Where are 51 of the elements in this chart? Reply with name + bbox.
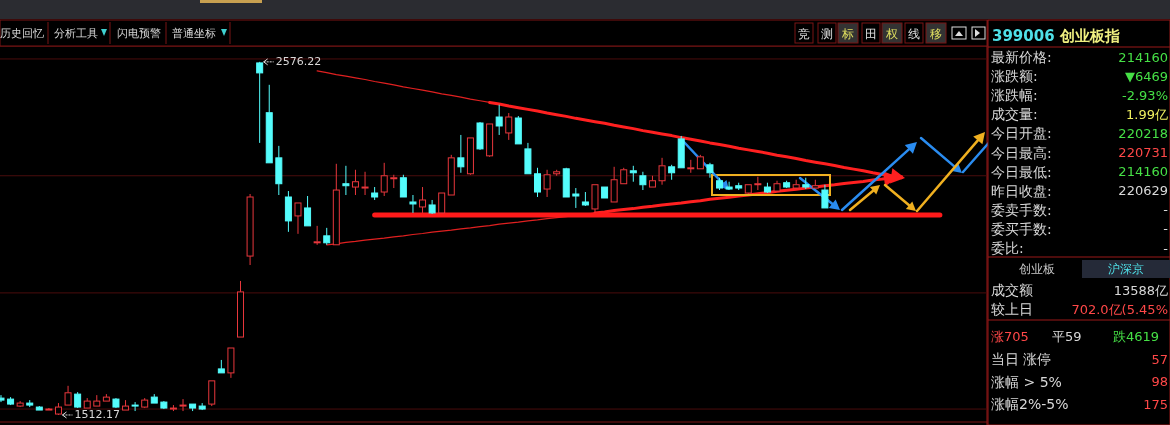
annotation: 1512.17 <box>74 408 120 422</box>
text: ▼6469 <box>1124 68 1168 84</box>
text: - <box>1163 202 1169 218</box>
text: 13588亿 <box>1113 282 1168 298</box>
text: 分析工具 <box>54 26 98 40</box>
text: 57 <box>1151 351 1168 367</box>
text: 702.0亿(5.45% <box>1071 301 1168 317</box>
text: 闪电预警 <box>117 26 161 40</box>
text: 214160 <box>1118 49 1168 65</box>
text: 涨705 <box>991 328 1029 344</box>
text: 平59 <box>1052 328 1082 344</box>
text: 成交额 <box>991 282 1033 298</box>
text: 今日开盘: <box>991 125 1052 142</box>
text: 较上日 <box>991 301 1033 317</box>
text: 98 <box>1151 374 1168 389</box>
text: 今日最高: <box>991 144 1052 161</box>
text: 田 <box>865 27 877 41</box>
text: 涨幅2%-5% <box>991 396 1069 412</box>
text: 220731 <box>1118 145 1168 160</box>
text: 成交量: <box>991 106 1038 123</box>
text: 涨跌幅: <box>991 87 1038 104</box>
text: 399006 创业板指 <box>992 27 1120 45</box>
text: 当日 涨停 <box>991 351 1052 367</box>
text: 1.99亿 <box>1126 106 1168 122</box>
text: 跌4619 <box>1113 328 1160 344</box>
text: 竞 <box>798 27 810 41</box>
text: 测 <box>821 27 833 41</box>
text: 标 <box>841 27 854 41</box>
text: 历史回忆 <box>0 26 44 40</box>
text: 委卖手数: <box>991 201 1052 218</box>
text: 沪深京 <box>1108 262 1144 276</box>
text: 权 <box>885 27 898 41</box>
text: - <box>1163 221 1169 237</box>
text: 委比: <box>991 240 1024 256</box>
text: 最新价格: <box>991 49 1052 65</box>
text: 175 <box>1143 396 1168 412</box>
text: 214160 <box>1118 164 1168 180</box>
annotation: 2576.22 <box>275 55 322 69</box>
text: 创业板 <box>1019 262 1055 276</box>
text: 移 <box>930 27 942 41</box>
text: 今日最低: <box>991 163 1052 180</box>
text: 涨幅 > 5% <box>991 373 1062 390</box>
text: 普通坐标 <box>172 26 216 40</box>
text: - <box>1163 240 1169 256</box>
text: 线 <box>908 27 920 41</box>
text: 涨跌额: <box>991 68 1038 85</box>
text: 220629 <box>1118 183 1168 199</box>
text: -2.93% <box>1122 87 1168 103</box>
text: 220218 <box>1118 125 1168 141</box>
text: 昨日收盘: <box>991 182 1052 199</box>
text: 委买手数: <box>991 220 1052 237</box>
